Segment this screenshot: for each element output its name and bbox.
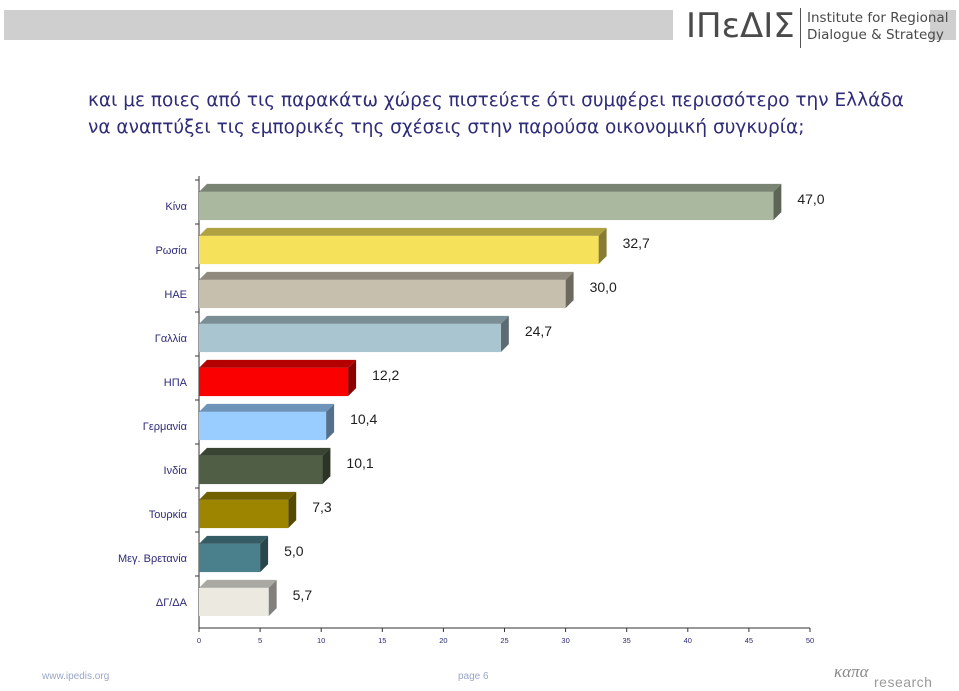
category-label: Ινδία bbox=[164, 465, 188, 477]
x-tick-label: 30 bbox=[561, 636, 569, 645]
bar bbox=[199, 455, 323, 485]
bar-top bbox=[199, 447, 331, 456]
bar-top bbox=[199, 579, 277, 588]
category-label: Κίνα bbox=[165, 201, 187, 213]
value-label: 32,7 bbox=[623, 235, 650, 251]
bar bbox=[199, 543, 261, 573]
category-label: Μεγ. Βρετανία bbox=[118, 553, 188, 565]
bar-side bbox=[288, 491, 297, 529]
bar bbox=[199, 411, 327, 441]
bar bbox=[199, 367, 349, 397]
value-label: 12,2 bbox=[372, 367, 399, 383]
bar-side bbox=[773, 183, 782, 221]
bar-side bbox=[322, 447, 331, 485]
x-tick-label: 25 bbox=[500, 636, 508, 645]
bar-side bbox=[260, 535, 269, 573]
x-tick-label: 5 bbox=[258, 636, 262, 645]
footer-page-number: page 6 bbox=[458, 671, 489, 682]
bar-side bbox=[268, 579, 277, 617]
bar bbox=[199, 323, 501, 353]
footer-url[interactable]: www.ipedis.org bbox=[42, 671, 110, 682]
value-label: 10,4 bbox=[350, 411, 377, 427]
bar-top bbox=[199, 271, 574, 280]
value-label: 7,3 bbox=[312, 499, 332, 515]
bar bbox=[199, 279, 566, 309]
bar-top bbox=[199, 491, 297, 500]
x-tick-label: 35 bbox=[623, 636, 631, 645]
x-tick-label: 20 bbox=[439, 636, 447, 645]
logo-mark: ΙΠεΔΙΣ bbox=[686, 6, 795, 46]
category-label: Γερμανία bbox=[143, 421, 188, 433]
bar-side bbox=[565, 271, 574, 309]
bar-side bbox=[326, 403, 335, 441]
logo-word-research: research bbox=[874, 674, 933, 690]
category-label: ΗΑΕ bbox=[164, 289, 187, 301]
bar-top bbox=[199, 403, 335, 412]
x-tick-label: 0 bbox=[197, 636, 201, 645]
bar bbox=[199, 499, 289, 529]
x-tick-label: 50 bbox=[806, 636, 814, 645]
logo-text-line1: Institute for Regional bbox=[807, 10, 949, 26]
logo-text-line2: Dialogue & Strategy bbox=[807, 27, 944, 43]
value-label: 24,7 bbox=[525, 323, 552, 339]
title-line2: να αναπτύξει τις εμπορικές της σχέσεις σ… bbox=[88, 117, 805, 138]
x-tick-label: 10 bbox=[317, 636, 325, 645]
bar-top bbox=[199, 359, 357, 368]
title-line1: και με ποιες από τις παρακάτω χώρες πιστ… bbox=[88, 90, 904, 111]
header-bar-right bbox=[930, 10, 956, 40]
bar-side bbox=[348, 359, 357, 397]
x-tick-label: 40 bbox=[684, 636, 692, 645]
kapa-research-logo: καπα research bbox=[834, 662, 932, 690]
page-title: και με ποιες από τις παρακάτω χώρες πιστ… bbox=[88, 87, 928, 141]
category-label: ΔΓ/ΔΑ bbox=[156, 597, 188, 609]
value-label: 5,0 bbox=[284, 543, 304, 559]
category-label: Ρωσία bbox=[155, 245, 187, 257]
bar-side bbox=[598, 227, 607, 265]
category-label: Γαλλία bbox=[155, 333, 188, 345]
bar-side bbox=[500, 315, 509, 353]
value-label: 10,1 bbox=[346, 455, 373, 471]
logo-text: Institute for Regional Dialogue & Strate… bbox=[807, 10, 948, 44]
category-label: Τουρκία bbox=[149, 509, 188, 521]
value-label: 30,0 bbox=[590, 279, 617, 295]
bar bbox=[199, 587, 269, 617]
bar bbox=[199, 191, 774, 221]
bar-top bbox=[199, 315, 509, 324]
x-tick-label: 45 bbox=[745, 636, 753, 645]
logo-word-kapa: καπα bbox=[834, 662, 869, 681]
value-label: 5,7 bbox=[293, 587, 313, 603]
bar-top bbox=[199, 183, 782, 192]
header-bar bbox=[4, 10, 673, 40]
category-label: ΗΠΑ bbox=[164, 377, 188, 389]
bar-top bbox=[199, 227, 607, 236]
bar-top bbox=[199, 535, 269, 544]
logo-divider bbox=[800, 8, 801, 48]
value-label: 47,0 bbox=[797, 191, 824, 207]
x-tick-label: 15 bbox=[378, 636, 386, 645]
bar bbox=[199, 235, 599, 265]
